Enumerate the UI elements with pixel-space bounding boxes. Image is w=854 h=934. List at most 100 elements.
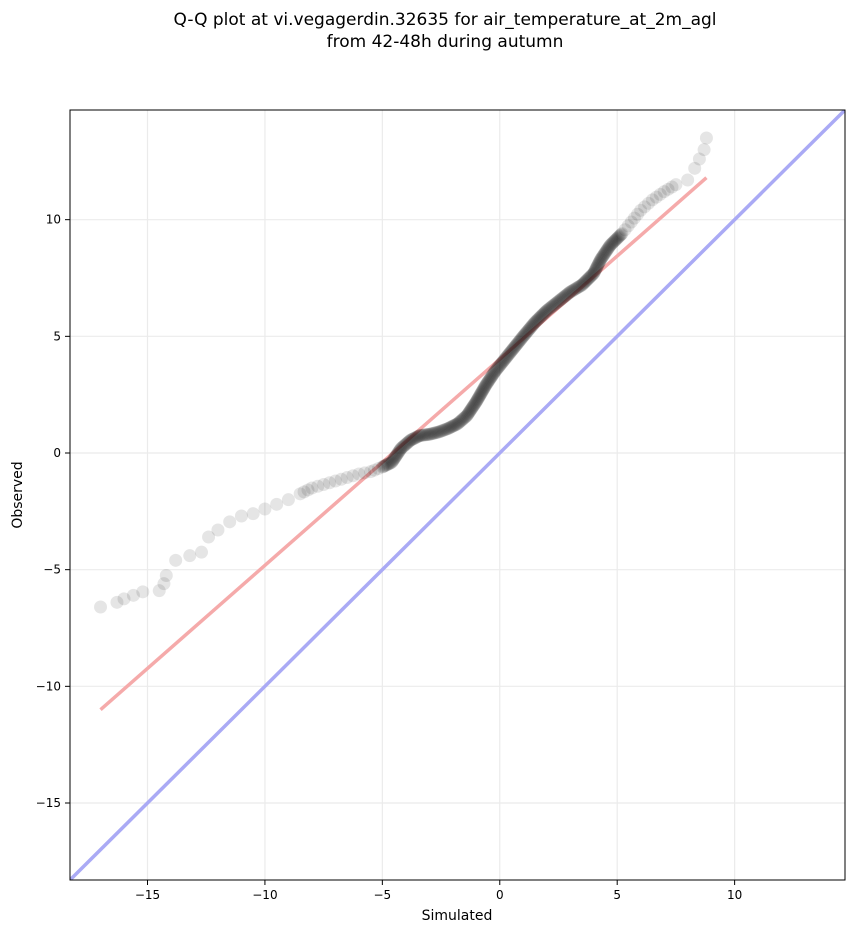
quantile-point — [448, 418, 462, 432]
quantile-point — [463, 404, 477, 418]
quantile-point — [392, 444, 406, 458]
quantile-point — [590, 260, 604, 274]
quantile-point — [586, 267, 600, 281]
quantile-point — [593, 254, 607, 268]
quantile-point — [512, 335, 526, 349]
quantile-point — [501, 348, 515, 362]
quantile-point — [607, 235, 621, 249]
quantile-point — [246, 507, 260, 521]
quantile-point — [624, 215, 638, 229]
quantile-point — [497, 353, 511, 367]
quantile-point — [611, 231, 625, 245]
quantile-point — [449, 417, 463, 431]
quantile-point — [571, 281, 585, 295]
quantile-point — [441, 422, 455, 435]
quantile-point — [517, 328, 531, 342]
quantile-point — [564, 284, 578, 298]
quantile-point — [358, 466, 372, 480]
quantile-point — [416, 428, 430, 442]
quantile-point — [607, 234, 621, 248]
quantile-point — [552, 294, 566, 308]
quantile-point — [388, 450, 402, 464]
quantile-point — [402, 435, 416, 449]
quantile-point — [559, 288, 573, 302]
quantile-point — [442, 421, 456, 435]
quantile-point — [608, 233, 622, 247]
quantile-point — [480, 376, 494, 390]
quantile-point — [426, 426, 440, 440]
quantile-point — [505, 343, 519, 357]
plot-frame — [69, 109, 846, 881]
quantile-point — [557, 290, 571, 304]
quantile-point — [387, 452, 401, 466]
quantile-point — [429, 426, 443, 440]
quantile-point — [661, 182, 675, 196]
quantile-point — [551, 295, 565, 309]
quantile-point — [538, 305, 552, 319]
x-tick-label: 10 — [727, 888, 742, 902]
quantile-point — [440, 422, 454, 436]
quantile-point — [539, 305, 553, 318]
x-tick-label: −5 — [373, 888, 391, 902]
quantile-point — [352, 467, 366, 481]
quantile-point — [549, 297, 563, 311]
quantile-point — [470, 394, 484, 408]
quantile-point — [386, 453, 400, 467]
quantile-point — [136, 585, 150, 599]
y-tick-label: 0 — [53, 446, 61, 460]
quantile-point — [473, 388, 487, 402]
quantile-point — [195, 545, 209, 559]
quantile-point — [293, 487, 307, 501]
quantile-point — [558, 289, 572, 303]
quantile-point — [577, 276, 591, 289]
x-axis-ticks: −15 −10 −5 0 5 10 — [135, 880, 742, 902]
quantile-point — [545, 300, 559, 314]
quantile-point — [407, 432, 421, 446]
quantile-point — [510, 337, 524, 351]
grid-lines — [70, 110, 845, 880]
quantile-point — [642, 196, 656, 210]
quantile-point — [621, 219, 635, 233]
quantile-point — [603, 238, 617, 252]
quantile-point — [384, 456, 398, 470]
quantile-point — [394, 441, 408, 455]
chart-title-line-1: Q-Q plot at vi.vegagerdin.32635 for air_… — [173, 10, 716, 30]
quantile-point — [126, 588, 140, 602]
quantile-point — [398, 438, 412, 452]
quantile-point — [509, 338, 523, 352]
quantile-point — [575, 278, 589, 292]
quantile-point — [563, 285, 577, 299]
quantile-point — [530, 314, 544, 328]
quantile-point — [600, 242, 614, 256]
quantile-point — [301, 483, 315, 497]
quantile-point — [484, 370, 498, 384]
quantile-point — [591, 259, 605, 273]
quantile-point — [669, 178, 683, 192]
quantile-point — [340, 471, 354, 484]
quantile-point — [390, 447, 404, 461]
quantile-point — [627, 211, 641, 225]
quantile-point — [507, 341, 521, 355]
quantile-point — [566, 283, 580, 297]
quantile-point — [447, 418, 461, 432]
quantile-point — [634, 203, 648, 217]
quantile-point — [183, 549, 197, 563]
quantile-point — [692, 152, 706, 166]
quantile-point — [638, 200, 652, 214]
quantile-point — [380, 458, 394, 472]
quantile-point — [420, 428, 434, 442]
quantile-point — [391, 445, 405, 459]
quantile-point — [596, 249, 610, 263]
quantile-point — [585, 268, 599, 282]
quantile-point — [408, 431, 422, 445]
chart-title-line-2: from 42-48h during autumn — [327, 32, 564, 52]
quantile-point — [681, 173, 695, 187]
quantile-point — [466, 400, 480, 414]
quantile-point — [487, 366, 501, 380]
quantile-point — [519, 326, 533, 340]
quantile-point — [498, 352, 512, 366]
quantile-point — [614, 228, 628, 241]
quantile-point — [481, 375, 495, 389]
quantile-point — [540, 304, 554, 318]
